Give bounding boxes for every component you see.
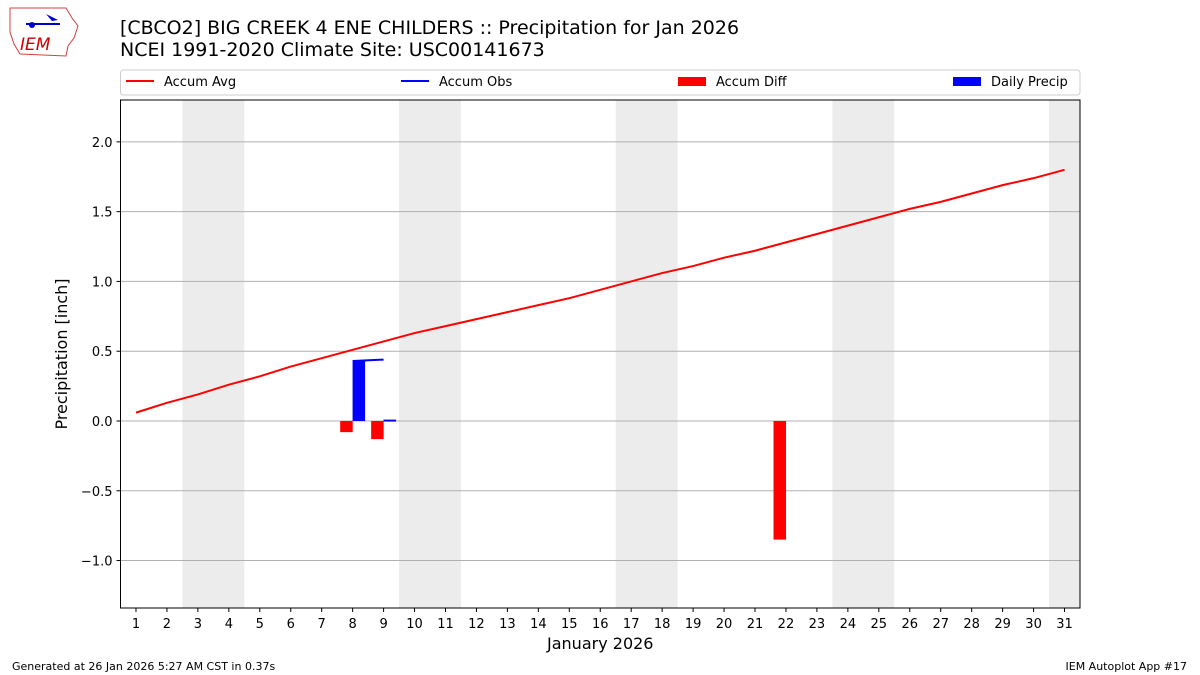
x-tick-label: 12 [468,617,485,632]
x-tick-label: 15 [561,617,578,632]
y-tick-label: −1.0 [81,555,113,570]
y-tick-label: 2.0 [92,136,113,151]
x-tick-label: 17 [623,617,640,632]
x-tick-label: 20 [716,617,733,632]
x-tick-label: 7 [318,617,326,632]
x-tick-label: 26 [901,617,918,632]
y-tick-label: 0.0 [92,415,113,430]
x-tick-label: 27 [932,617,949,632]
legend-label: Accum Diff [716,75,788,90]
y-tick-label: −0.5 [81,485,113,500]
x-tick-label: 31 [1056,617,1073,632]
y-tick-label: 1.5 [92,206,113,221]
svg-text:IEM: IEM [20,35,51,55]
legend-swatch-2 [678,77,706,86]
daily-precip-bar [383,419,397,422]
x-axis-label: January 2026 [546,634,653,653]
iem-logo: IEM [9,7,79,57]
legend-label: Accum Avg [164,75,236,90]
accum-diff-bar [371,420,384,440]
daily-precip-bar [352,360,366,421]
x-tick-label: 29 [994,617,1011,632]
x-tick-label: 9 [379,617,387,632]
weekend-shade [832,100,895,608]
chart-subtitle: NCEI 1991-2020 Climate Site: USC00141673 [120,39,545,61]
weekend-shade [182,100,245,608]
x-tick-label: 21 [747,617,764,632]
y-tick-label: 1.0 [92,275,113,290]
footer-app: IEM Autoplot App #17 [1065,660,1188,673]
x-tick-label: 11 [437,617,454,632]
x-tick-label: 14 [530,617,547,632]
x-tick-label: 30 [1025,617,1042,632]
x-tick-label: 1 [132,617,140,632]
legend-label: Daily Precip [991,75,1068,90]
x-tick-label: 10 [406,617,423,632]
accum-diff-bar [340,420,353,433]
x-tick-label: 23 [809,617,826,632]
x-tick-label: 13 [499,617,516,632]
y-axis-label: Precipitation [inch] [52,278,71,429]
footer-generated: Generated at 26 Jan 2026 5:27 AM CST in … [12,660,276,673]
x-tick-label: 5 [256,617,264,632]
chart-title: [CBCO2] BIG CREEK 4 ENE CHILDERS :: Prec… [120,17,740,39]
y-tick-label: 0.5 [92,345,113,360]
x-tick-label: 6 [287,617,295,632]
x-tick-label: 19 [685,617,702,632]
x-tick-label: 2 [163,617,171,632]
x-tick-label: 4 [225,617,233,632]
legend-label: Accum Obs [439,75,512,90]
weekend-shade [615,100,678,608]
weekend-shade [1049,100,1080,608]
x-tick-label: 8 [348,617,356,632]
legend-box [120,69,1081,96]
x-tick-label: 22 [778,617,795,632]
x-tick-label: 24 [840,617,857,632]
x-tick-label: 28 [963,617,980,632]
accum-obs-line [352,358,384,362]
x-tick-label: 25 [871,617,888,632]
legend-swatch-3 [953,77,981,86]
accum-avg-line [135,168,1065,414]
plot-frame [120,99,1081,609]
weekend-shade [399,100,461,608]
x-tick-label: 16 [592,617,609,632]
accum-diff-bar [773,420,787,540]
x-tick-label: 18 [654,617,671,632]
x-tick-label: 3 [194,617,202,632]
